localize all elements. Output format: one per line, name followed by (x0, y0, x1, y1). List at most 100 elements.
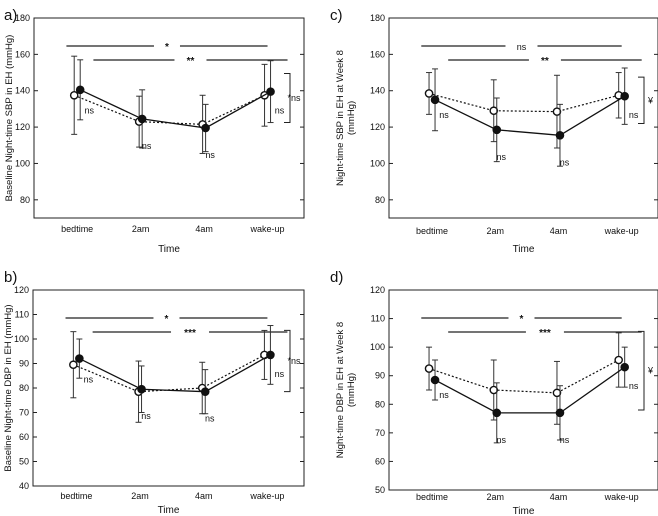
ns-label: ns (142, 141, 152, 151)
plot-frame (388, 289, 658, 491)
x-tick-label: 2am (486, 492, 504, 502)
side-significance-label: *ns (287, 356, 301, 366)
data-point (489, 385, 499, 395)
series-solid (75, 59, 275, 153)
x-axis-label: Time (158, 505, 180, 516)
plot-frame (33, 17, 305, 219)
data-point (200, 387, 210, 396)
series-line (79, 354, 271, 393)
series-line (434, 95, 626, 136)
y-tick-label: 80 (19, 383, 29, 393)
data-point (492, 125, 502, 135)
plot-frame (388, 17, 658, 219)
series-solid (430, 67, 629, 167)
y-tick-label: 120 (370, 122, 385, 132)
x-tick-label: wake-up (604, 226, 639, 236)
ns-label: ns (439, 390, 449, 400)
x-tick-label: bedtime (416, 226, 448, 236)
significance-label: *** (184, 328, 196, 339)
y-tick-label: 110 (371, 314, 385, 324)
y-tick-label: 90 (375, 371, 385, 381)
y-tick-label: 80 (375, 399, 385, 409)
panel-label: c) (330, 7, 343, 24)
data-point (620, 362, 629, 372)
y-tick-label: 90 (19, 359, 29, 369)
x-tick-label: 4am (550, 492, 568, 502)
ns-label: ns (496, 435, 506, 445)
data-point (430, 375, 440, 385)
series-line (428, 359, 619, 394)
y-tick-label: 100 (370, 158, 385, 168)
side-bracket (284, 72, 291, 124)
series-dotted (69, 55, 269, 154)
chart-panel-3: b) 40 50 60 70 80 90 100 110 120 bedtime 2am 4am wake… (3, 269, 305, 516)
x-tick-label: bedtime (416, 492, 448, 502)
series-line (73, 94, 265, 125)
significance-label: ns (517, 42, 527, 52)
data-point (75, 85, 85, 95)
significance-label: * (165, 42, 169, 53)
series-line (428, 92, 619, 113)
x-axis-label: Time (513, 506, 535, 516)
y-tick-label: 100 (370, 342, 385, 352)
x-tick-label: 2am (132, 224, 150, 234)
data-point (555, 130, 565, 140)
y-axis-label: Night-time DBP in EH at Week 8 (335, 322, 346, 458)
side-significance-label: ¥ (647, 95, 654, 105)
ns-label: ns (629, 381, 639, 391)
series-dotted (424, 72, 623, 149)
significance-label: ** (541, 56, 549, 67)
y-axis-label: (mmHg) (346, 101, 357, 135)
ns-label: ns (560, 157, 570, 167)
y-tick-label: 70 (375, 428, 385, 438)
series-line (79, 89, 271, 129)
data-point (266, 350, 275, 360)
y-tick-label: 160 (15, 49, 30, 59)
side-bracket (638, 330, 645, 411)
significance-label: *** (539, 328, 551, 339)
data-point (614, 355, 623, 365)
data-point (137, 384, 146, 394)
x-axis-label: Time (158, 244, 180, 255)
x-tick-label: wake-up (604, 492, 639, 502)
x-tick-label: bedtime (61, 224, 93, 234)
y-tick-label: 80 (20, 195, 30, 205)
x-tick-label: wake-up (249, 491, 284, 501)
side-bracket (638, 76, 645, 124)
y-tick-label: 100 (14, 334, 29, 344)
y-tick-label: 120 (14, 285, 29, 295)
series-line (73, 354, 265, 393)
y-tick-label: 70 (19, 408, 29, 418)
panel-label: b) (4, 269, 17, 286)
chart-panel-4: d) 50 60 70 80 90 100 110 120 bedtime 2am 4am wake-u… (330, 269, 658, 516)
ns-label: ns (205, 150, 215, 160)
data-point (555, 408, 565, 418)
y-tick-label: 50 (375, 485, 385, 495)
y-tick-label: 40 (19, 481, 29, 491)
ns-label: ns (496, 152, 506, 162)
ns-label: ns (439, 110, 449, 120)
x-tick-label: 4am (550, 226, 568, 236)
ns-label: ns (560, 435, 570, 445)
ns-label: ns (141, 411, 151, 421)
x-tick-label: 2am (486, 226, 504, 236)
y-tick-label: 180 (15, 13, 30, 23)
y-tick-label: 120 (15, 122, 30, 132)
y-axis-label: Night-time SBP in EH at Week 8 (335, 50, 346, 186)
y-tick-label: 120 (370, 285, 385, 295)
significance-label: * (520, 314, 524, 325)
ns-label: ns (84, 375, 94, 385)
y-tick-label: 60 (375, 456, 385, 466)
significance-label: ** (187, 56, 195, 67)
data-point (489, 106, 499, 116)
side-significance-label: ¥ (647, 366, 654, 376)
series-solid (75, 325, 275, 415)
x-tick-label: 2am (131, 491, 149, 501)
data-point (69, 360, 78, 370)
series-solid (430, 346, 629, 444)
y-tick-label: 140 (370, 86, 385, 96)
y-tick-label: 110 (15, 310, 29, 320)
y-tick-label: 100 (15, 158, 30, 168)
data-point (492, 408, 502, 418)
